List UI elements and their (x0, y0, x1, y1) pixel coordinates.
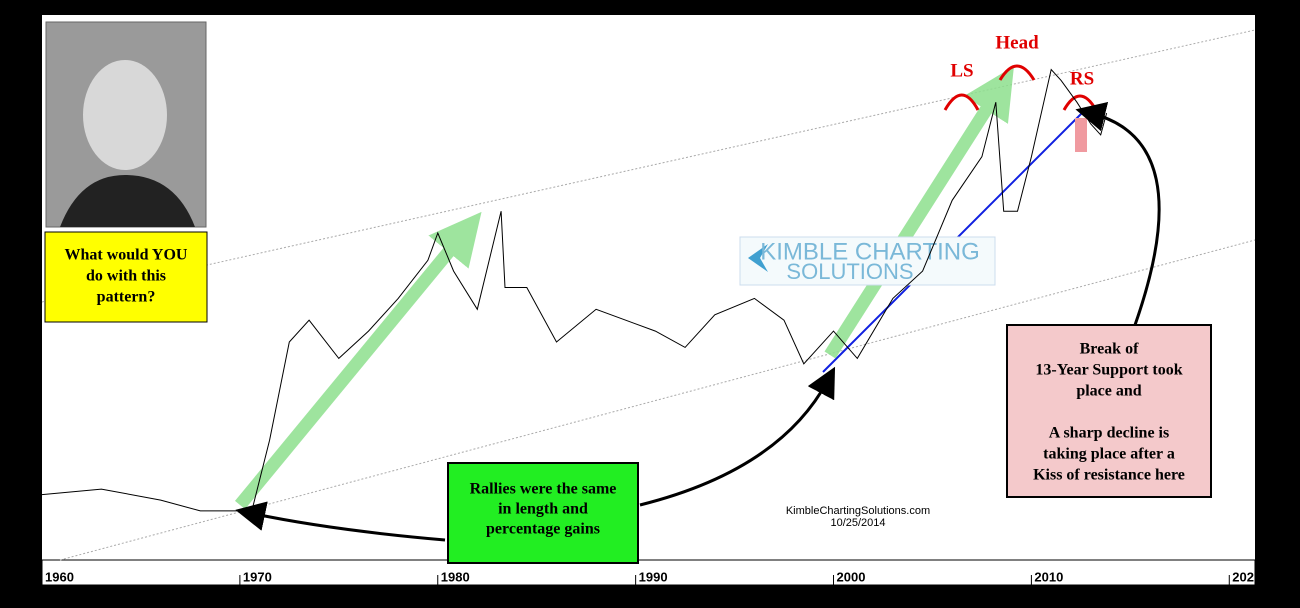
head-label: Head (995, 32, 1039, 53)
channel-top (41, 29, 1256, 303)
break-text: Kiss of resistance here (1033, 467, 1185, 484)
question-text: pattern? (97, 289, 156, 306)
arrow (235, 501, 446, 542)
x-tick-label: 1960 (45, 569, 74, 584)
break-text: A sharp decline is (1049, 425, 1169, 442)
rallies-text: in length and (498, 501, 588, 518)
rally-arrow (234, 211, 482, 510)
x-tick-label: 2020 (1232, 569, 1261, 584)
photo-body (60, 175, 195, 227)
break-text: 13-Year Support took (1035, 362, 1182, 379)
ls-label: LS (950, 60, 973, 81)
rallies-text: Rallies were the same (470, 481, 617, 498)
arrow (1075, 102, 1161, 326)
x-tick-label: 2010 (1034, 569, 1063, 584)
question-text: What would YOU (65, 247, 188, 264)
watermark: SOLUTIONS (786, 259, 913, 284)
rallies-text: percentage gains (486, 521, 600, 538)
arrow (639, 366, 836, 507)
decorations (41, 21, 1256, 564)
break-text: place and (1076, 383, 1141, 400)
x-tick-label: 1970 (243, 569, 272, 584)
source: KimbleChartingSolutions.com (786, 505, 930, 517)
question-box (44, 231, 208, 323)
date: 10/25/2014 (830, 517, 885, 529)
x-tick-label: 2000 (837, 569, 866, 584)
decline-marker (1075, 118, 1087, 152)
x-tick-label: 1990 (639, 569, 668, 584)
head-arc (998, 64, 1036, 81)
watermark: KIMBLE CHARTING (760, 238, 980, 265)
rally-arrow (824, 66, 1014, 359)
shoulder-arc (943, 93, 980, 111)
photo-face (83, 60, 167, 170)
break-text: taking place after a (1043, 446, 1175, 463)
x-tick-label: 1980 (441, 569, 470, 584)
question-text: do with this (86, 268, 166, 285)
x-axis-strip (41, 559, 1256, 586)
watermark-box (739, 236, 996, 286)
break-text: Break of (1080, 341, 1139, 358)
break-box (1006, 324, 1212, 498)
rs-label: RS (1070, 68, 1094, 89)
watermark-logo (748, 244, 768, 272)
price-line (41, 68, 1108, 512)
rallies-box (447, 462, 639, 564)
